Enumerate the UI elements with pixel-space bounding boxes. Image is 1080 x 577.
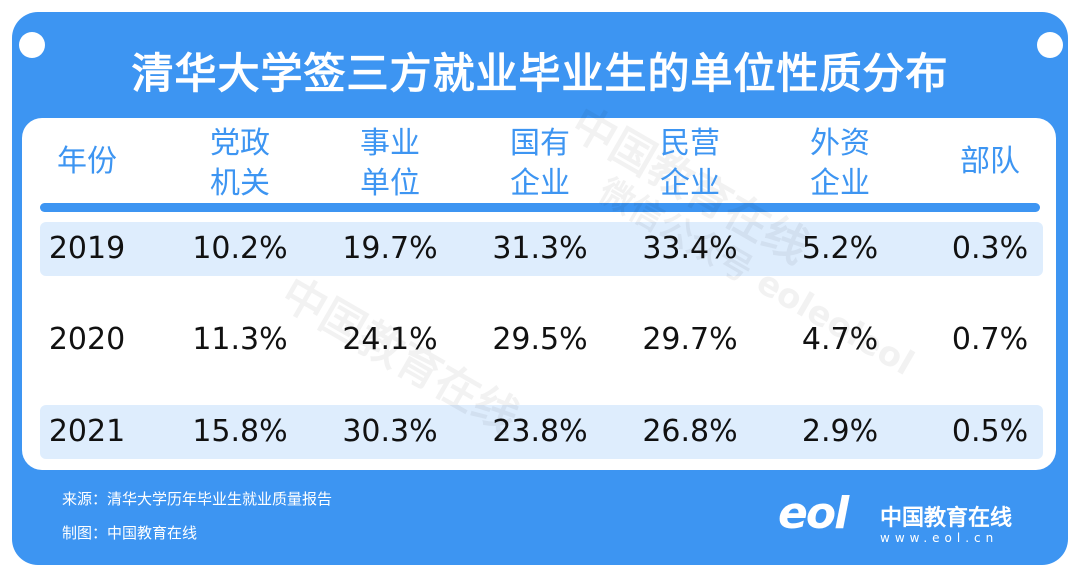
logo-mark: eol (778, 488, 849, 539)
row-label: 2019 (48, 231, 126, 266)
cell: 33.4% (642, 231, 738, 266)
logo-name: 中国教育在线 (880, 506, 1013, 531)
cell: 0.5% (951, 414, 1029, 449)
column-header: 外资 (810, 126, 870, 161)
cell: 4.7% (801, 322, 879, 357)
row-label: 2020 (48, 322, 126, 357)
cell: 30.3% (342, 414, 438, 449)
title: 清华大学签三方就业毕业生的单位性质分布 (131, 49, 949, 98)
logo-url: www.eol.cn (880, 531, 999, 545)
cell: 24.1% (342, 322, 438, 357)
column-header: 企业 (810, 166, 870, 201)
credit: 制图：中国教育在线 (62, 524, 198, 542)
source: 来源：清华大学历年毕业生就业质量报告 (62, 490, 333, 508)
cell: 0.7% (951, 322, 1029, 357)
column-header: 企业 (660, 166, 720, 201)
cell: 29.7% (642, 322, 738, 357)
column-header: 事业 (360, 126, 420, 161)
row-label: 2021 (48, 414, 126, 449)
dot (1037, 32, 1063, 58)
dot (19, 32, 45, 58)
column-header: 企业 (510, 166, 570, 201)
cell: 29.5% (492, 322, 588, 357)
cell: 26.8% (642, 414, 738, 449)
column-header: 年份 (57, 144, 117, 179)
row-band (40, 405, 1043, 459)
row-band (40, 222, 1043, 276)
cell: 31.3% (492, 231, 588, 266)
column-header: 国有 (510, 126, 570, 161)
cell: 0.3% (951, 231, 1029, 266)
column-header: 机关 (210, 166, 270, 201)
column-header: 部队 (960, 144, 1020, 179)
cell: 15.8% (192, 414, 288, 449)
header-rule (40, 203, 1040, 212)
column-header: 单位 (360, 166, 420, 201)
column-header: 民营 (660, 126, 720, 161)
cell: 11.3% (192, 322, 288, 357)
cell: 2.9% (801, 414, 879, 449)
cell: 23.8% (492, 414, 588, 449)
cell: 19.7% (342, 231, 438, 266)
cell: 10.2% (192, 231, 288, 266)
column-header: 党政 (210, 126, 270, 161)
cell: 5.2% (801, 231, 879, 266)
